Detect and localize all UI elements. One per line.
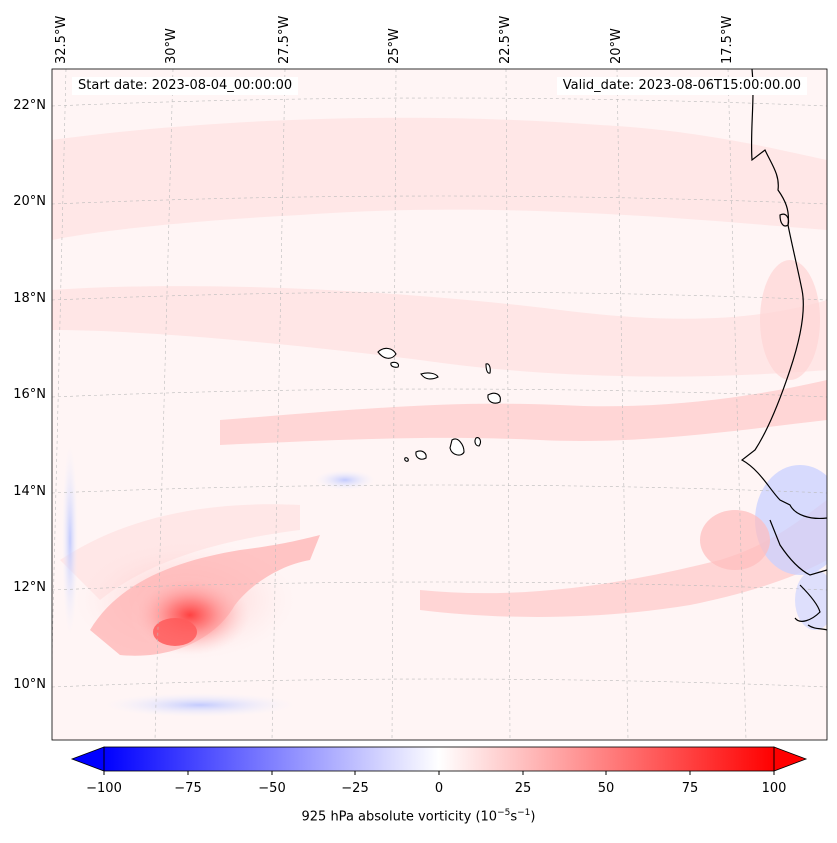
island-sal bbox=[485, 363, 491, 374]
gridline-lat bbox=[52, 388, 827, 398]
lon-label-20w: 20°W bbox=[609, 28, 624, 64]
negative-vorticity-south bbox=[105, 693, 295, 717]
island-sao-nicolau bbox=[420, 372, 439, 380]
start-date-label: Start date: 2023-08-04_00:00:00 bbox=[72, 77, 299, 95]
gridline-lat bbox=[52, 581, 827, 591]
colorbar bbox=[70, 746, 808, 775]
colorbar-max-extension bbox=[773, 746, 808, 772]
vorticity-band-cape-verde bbox=[220, 380, 827, 445]
gridline-lat bbox=[52, 484, 827, 494]
lat-label-22n: 22°N bbox=[13, 98, 46, 113]
valid-date-label: Valid_date: 2023-08-06T15:00:00.00 bbox=[556, 77, 807, 95]
gridline-lon bbox=[727, 69, 747, 740]
colorbar-title-suffix: ) bbox=[530, 809, 536, 825]
vortex-peak bbox=[153, 618, 197, 646]
guinea-coast bbox=[794, 584, 821, 622]
gridline-lat bbox=[52, 678, 827, 688]
gridline-lon bbox=[271, 69, 286, 740]
lon-label-17-5w: 17.5°W bbox=[720, 15, 735, 64]
positive-vorticity-north-coast bbox=[760, 260, 820, 380]
vortex-core bbox=[130, 575, 250, 655]
gridline-lat bbox=[52, 195, 827, 205]
gridline-lon bbox=[52, 69, 67, 669]
lat-label-20n: 20°N bbox=[13, 194, 46, 209]
positive-vorticity-coast bbox=[700, 510, 770, 570]
lon-label-25w: 25°W bbox=[387, 28, 402, 64]
gridline-lon bbox=[505, 69, 511, 740]
negative-vorticity-center bbox=[315, 470, 375, 490]
bissagos-coast bbox=[807, 624, 827, 631]
vorticity-band-southeast bbox=[420, 500, 827, 617]
lat-label-12n: 12°N bbox=[13, 580, 46, 595]
lon-label-22-5w: 22.5°W bbox=[498, 15, 513, 64]
colorbar-title-exp2: −1 bbox=[517, 808, 531, 818]
colorbar-title-mid: s bbox=[510, 809, 518, 825]
colorbar-tick-label: 0 bbox=[434, 781, 444, 796]
lon-label-32-5w: 32.5°W bbox=[54, 15, 69, 64]
lat-label-10n: 10°N bbox=[13, 677, 46, 692]
vorticity-field bbox=[52, 117, 827, 717]
colorbar-body bbox=[104, 747, 774, 771]
banc-arguin-island bbox=[779, 213, 790, 227]
gambia-coast bbox=[769, 519, 827, 576]
colorbar-title: 925 hPa absolute vorticity (10−5s−1) bbox=[0, 808, 837, 824]
lat-label-16n: 16°N bbox=[13, 387, 46, 402]
colorbar-tick-label: 25 bbox=[514, 781, 532, 796]
island-santo-antao bbox=[377, 347, 397, 359]
colorbar-tick-label: −50 bbox=[258, 781, 286, 796]
coastline bbox=[740, 69, 827, 631]
island-brava bbox=[404, 457, 409, 462]
gridline-lat bbox=[52, 291, 827, 301]
negative-vorticity-coast-south bbox=[795, 570, 827, 630]
gridline-lat bbox=[52, 97, 827, 107]
colorbar-tick-label: −25 bbox=[341, 781, 369, 796]
colorbar-tick-label: 75 bbox=[681, 781, 699, 796]
lat-label-14n: 14°N bbox=[13, 484, 46, 499]
colorbar-tick-label: 100 bbox=[761, 781, 787, 796]
colorbar-title-exp1: −5 bbox=[497, 808, 511, 818]
gridline-lon bbox=[616, 69, 629, 740]
island-boa-vista bbox=[487, 392, 501, 404]
colorbar-tick-label: 50 bbox=[597, 781, 615, 796]
colorbar-ticks bbox=[103, 771, 775, 775]
graticule bbox=[52, 69, 827, 740]
lon-label-27-5w: 27.5°W bbox=[277, 15, 292, 64]
gridline-lon bbox=[391, 69, 397, 740]
lat-label-18n: 18°N bbox=[13, 291, 46, 306]
lon-label-30w: 30°W bbox=[164, 28, 179, 64]
island-santiago bbox=[449, 438, 465, 456]
gridline-lon bbox=[154, 69, 174, 740]
colorbar-tick-label: −100 bbox=[86, 781, 122, 796]
vorticity-band-north bbox=[52, 117, 827, 240]
colorbar-tick-label: −75 bbox=[174, 781, 202, 796]
colorbar-title-prefix: 925 hPa absolute vorticity (10 bbox=[301, 809, 498, 825]
vorticity-band-middle bbox=[52, 286, 827, 377]
island-fogo bbox=[415, 450, 427, 460]
cape-verde-islands bbox=[377, 347, 501, 462]
negative-vorticity-west-strip bbox=[62, 445, 78, 635]
island-maio bbox=[474, 437, 481, 447]
map-frame bbox=[51, 68, 828, 741]
africa-coastline bbox=[740, 69, 827, 520]
colorbar-min-extension bbox=[70, 746, 105, 772]
island-sao-vicente bbox=[390, 361, 400, 368]
